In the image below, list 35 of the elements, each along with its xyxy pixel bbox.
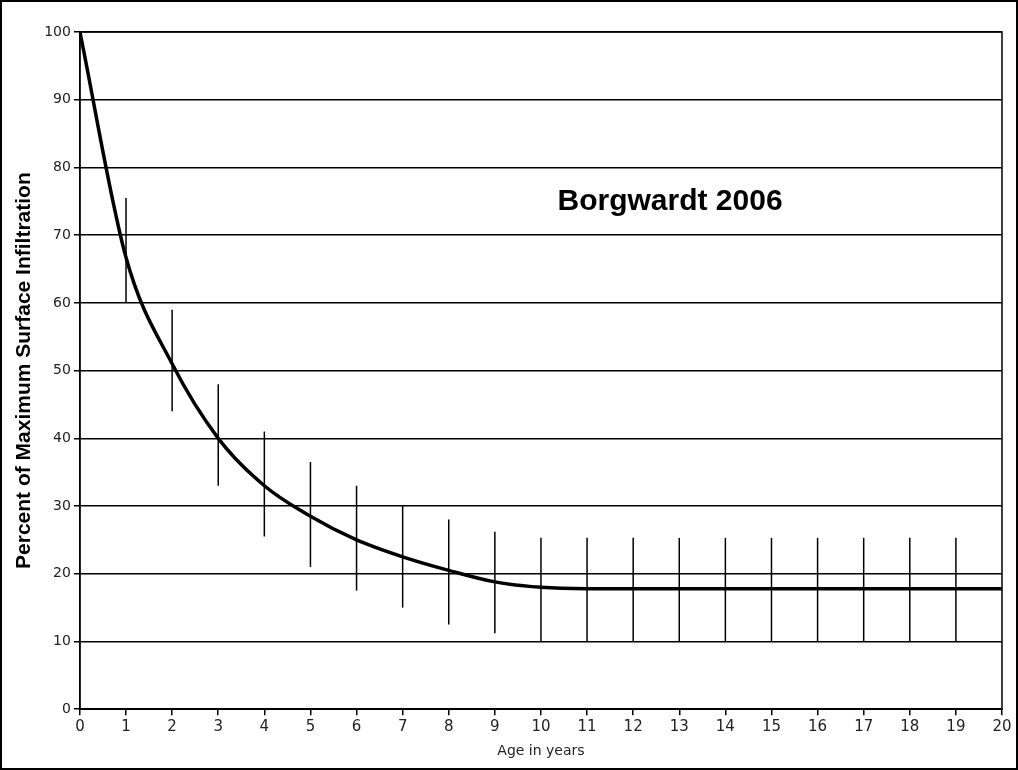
y-tick-label: 20 <box>53 564 71 581</box>
x-tick-label: 19 <box>946 717 966 736</box>
x-tick-label: 2 <box>167 717 177 736</box>
x-tick-label: 10 <box>531 717 551 736</box>
x-tick-label: 1 <box>121 717 131 736</box>
x-tick-label: 9 <box>490 717 500 736</box>
x-tick-label: 4 <box>259 717 270 736</box>
x-tick-label: 14 <box>715 717 735 736</box>
x-tick-label: 0 <box>75 717 85 736</box>
x-tick-label: 16 <box>808 717 828 736</box>
x-tick-label: 6 <box>351 717 362 736</box>
y-tick-label: 40 <box>53 428 71 445</box>
x-axis-title: Age in years <box>497 742 585 759</box>
x-tick-label: 18 <box>900 717 920 736</box>
y-tick-label: 10 <box>53 632 71 649</box>
x-tick-label: 12 <box>623 717 643 736</box>
y-axis-title: Percent of Maximum Surface Infiltration <box>11 172 35 569</box>
y-tick-label: 80 <box>53 158 71 175</box>
y-tick-label: 100 <box>44 22 71 39</box>
y-tick-label: 90 <box>53 90 71 107</box>
x-tick-label: 5 <box>305 717 316 736</box>
x-tick-label: 3 <box>213 717 224 736</box>
x-tick-label: 17 <box>854 717 874 736</box>
y-tick-label: 70 <box>53 225 71 242</box>
x-tick-label: 20 <box>992 717 1012 736</box>
y-tick-label: 50 <box>53 361 71 378</box>
annotation: Borgwardt 2006 <box>557 182 783 216</box>
x-tick-label: 15 <box>761 717 782 736</box>
y-tick-label: 0 <box>62 699 71 716</box>
x-tick-label: 13 <box>669 717 689 736</box>
x-tick-label: 7 <box>397 717 408 736</box>
y-tick-label: 60 <box>53 293 71 310</box>
x-tick-label: 11 <box>577 717 597 736</box>
y-tick-label: 30 <box>53 496 71 513</box>
x-tick-label: 8 <box>443 717 454 736</box>
